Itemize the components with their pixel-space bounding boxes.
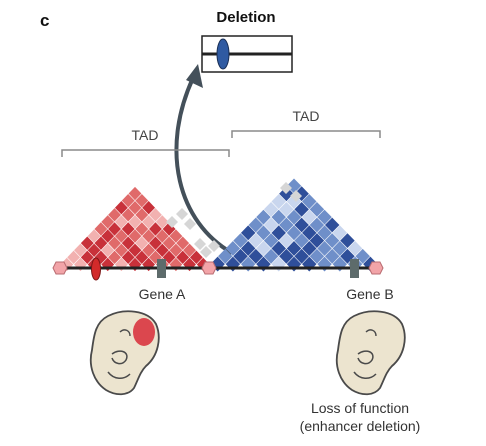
- gene-a-box-icon: [157, 259, 166, 278]
- embryo-left-icon: [91, 311, 159, 394]
- tad-boundary-left-icon: [53, 262, 67, 274]
- tad-right-label: TAD: [293, 108, 320, 124]
- caption-line-2: (enhancer deletion): [300, 418, 421, 434]
- deleted-enhancer-icon: [217, 39, 229, 69]
- diagram-title: Deletion: [216, 9, 275, 26]
- panel-label: c: [40, 11, 49, 30]
- relocation-arrow-path: [176, 78, 232, 253]
- tad-bracket-right: TAD: [232, 108, 380, 138]
- gene-a-label: Gene A: [139, 286, 186, 302]
- embryo-right-icon: [337, 311, 405, 394]
- caption-line-1: Loss of function: [311, 400, 409, 416]
- embryo-left-expression-domain: [133, 318, 155, 346]
- tad-left-label: TAD: [132, 127, 159, 143]
- tad-bracket-right-line: [232, 131, 380, 138]
- tad-bracket-left-line: [62, 150, 229, 157]
- deletion-inset: [202, 36, 292, 72]
- tad-boundary-right-icon: [369, 262, 383, 274]
- tad-bracket-left: TAD: [62, 127, 229, 157]
- hic-grey-cell: [176, 208, 188, 220]
- tad-boundary-middle-icon: [202, 262, 216, 274]
- enhancer-red-icon: [92, 258, 101, 280]
- gene-b-box-icon: [350, 259, 359, 278]
- gene-b-label: Gene B: [346, 286, 393, 302]
